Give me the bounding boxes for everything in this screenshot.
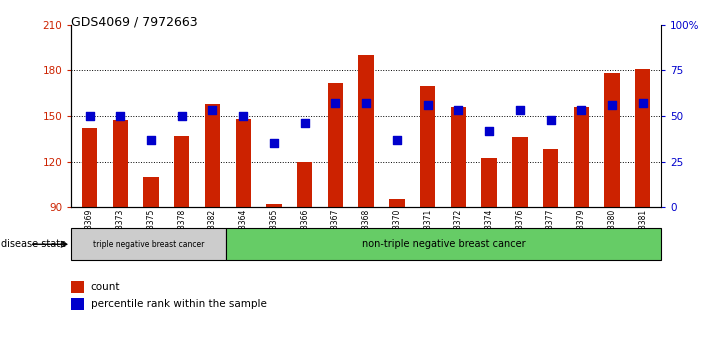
Bar (174, 136, 189, 207)
Bar (635, 69, 651, 207)
Text: GDS4069 / 7972663: GDS4069 / 7972663 (71, 16, 198, 29)
Point (576, 108, 587, 113)
Point (268, 141, 279, 146)
Bar (328, 82, 343, 207)
Point (422, 102, 433, 108)
Point (453, 108, 464, 113)
Point (483, 128, 495, 133)
Point (514, 108, 525, 113)
Point (207, 108, 218, 113)
Point (84, 113, 95, 119)
Bar (420, 86, 435, 207)
Bar (235, 119, 251, 207)
Text: disease state: disease state (1, 239, 66, 249)
Bar (389, 200, 405, 207)
Bar (112, 120, 128, 207)
Text: non-triple negative breast cancer: non-triple negative breast cancer (362, 239, 525, 249)
Bar (205, 104, 220, 207)
Point (145, 137, 156, 142)
Text: percentile rank within the sample: percentile rank within the sample (91, 299, 267, 309)
Bar (512, 137, 528, 207)
Bar (451, 107, 466, 207)
Text: count: count (91, 282, 120, 292)
Bar (267, 204, 282, 207)
Bar (144, 177, 159, 207)
Point (360, 100, 372, 106)
Bar (297, 161, 312, 207)
Bar (358, 55, 374, 207)
Bar (226, 228, 661, 260)
Point (545, 117, 556, 122)
Bar (71, 298, 84, 310)
Point (637, 100, 648, 106)
Bar (574, 107, 589, 207)
Bar (71, 281, 84, 293)
Bar (604, 73, 620, 207)
Point (606, 102, 618, 108)
Point (114, 113, 126, 119)
Point (330, 100, 341, 106)
Point (237, 113, 249, 119)
Bar (71, 228, 226, 260)
Point (176, 113, 188, 119)
Bar (82, 128, 97, 207)
Bar (481, 159, 497, 207)
Point (299, 120, 311, 126)
Point (391, 137, 402, 142)
Text: triple negative breast cancer: triple negative breast cancer (93, 240, 205, 249)
Bar (543, 149, 558, 207)
